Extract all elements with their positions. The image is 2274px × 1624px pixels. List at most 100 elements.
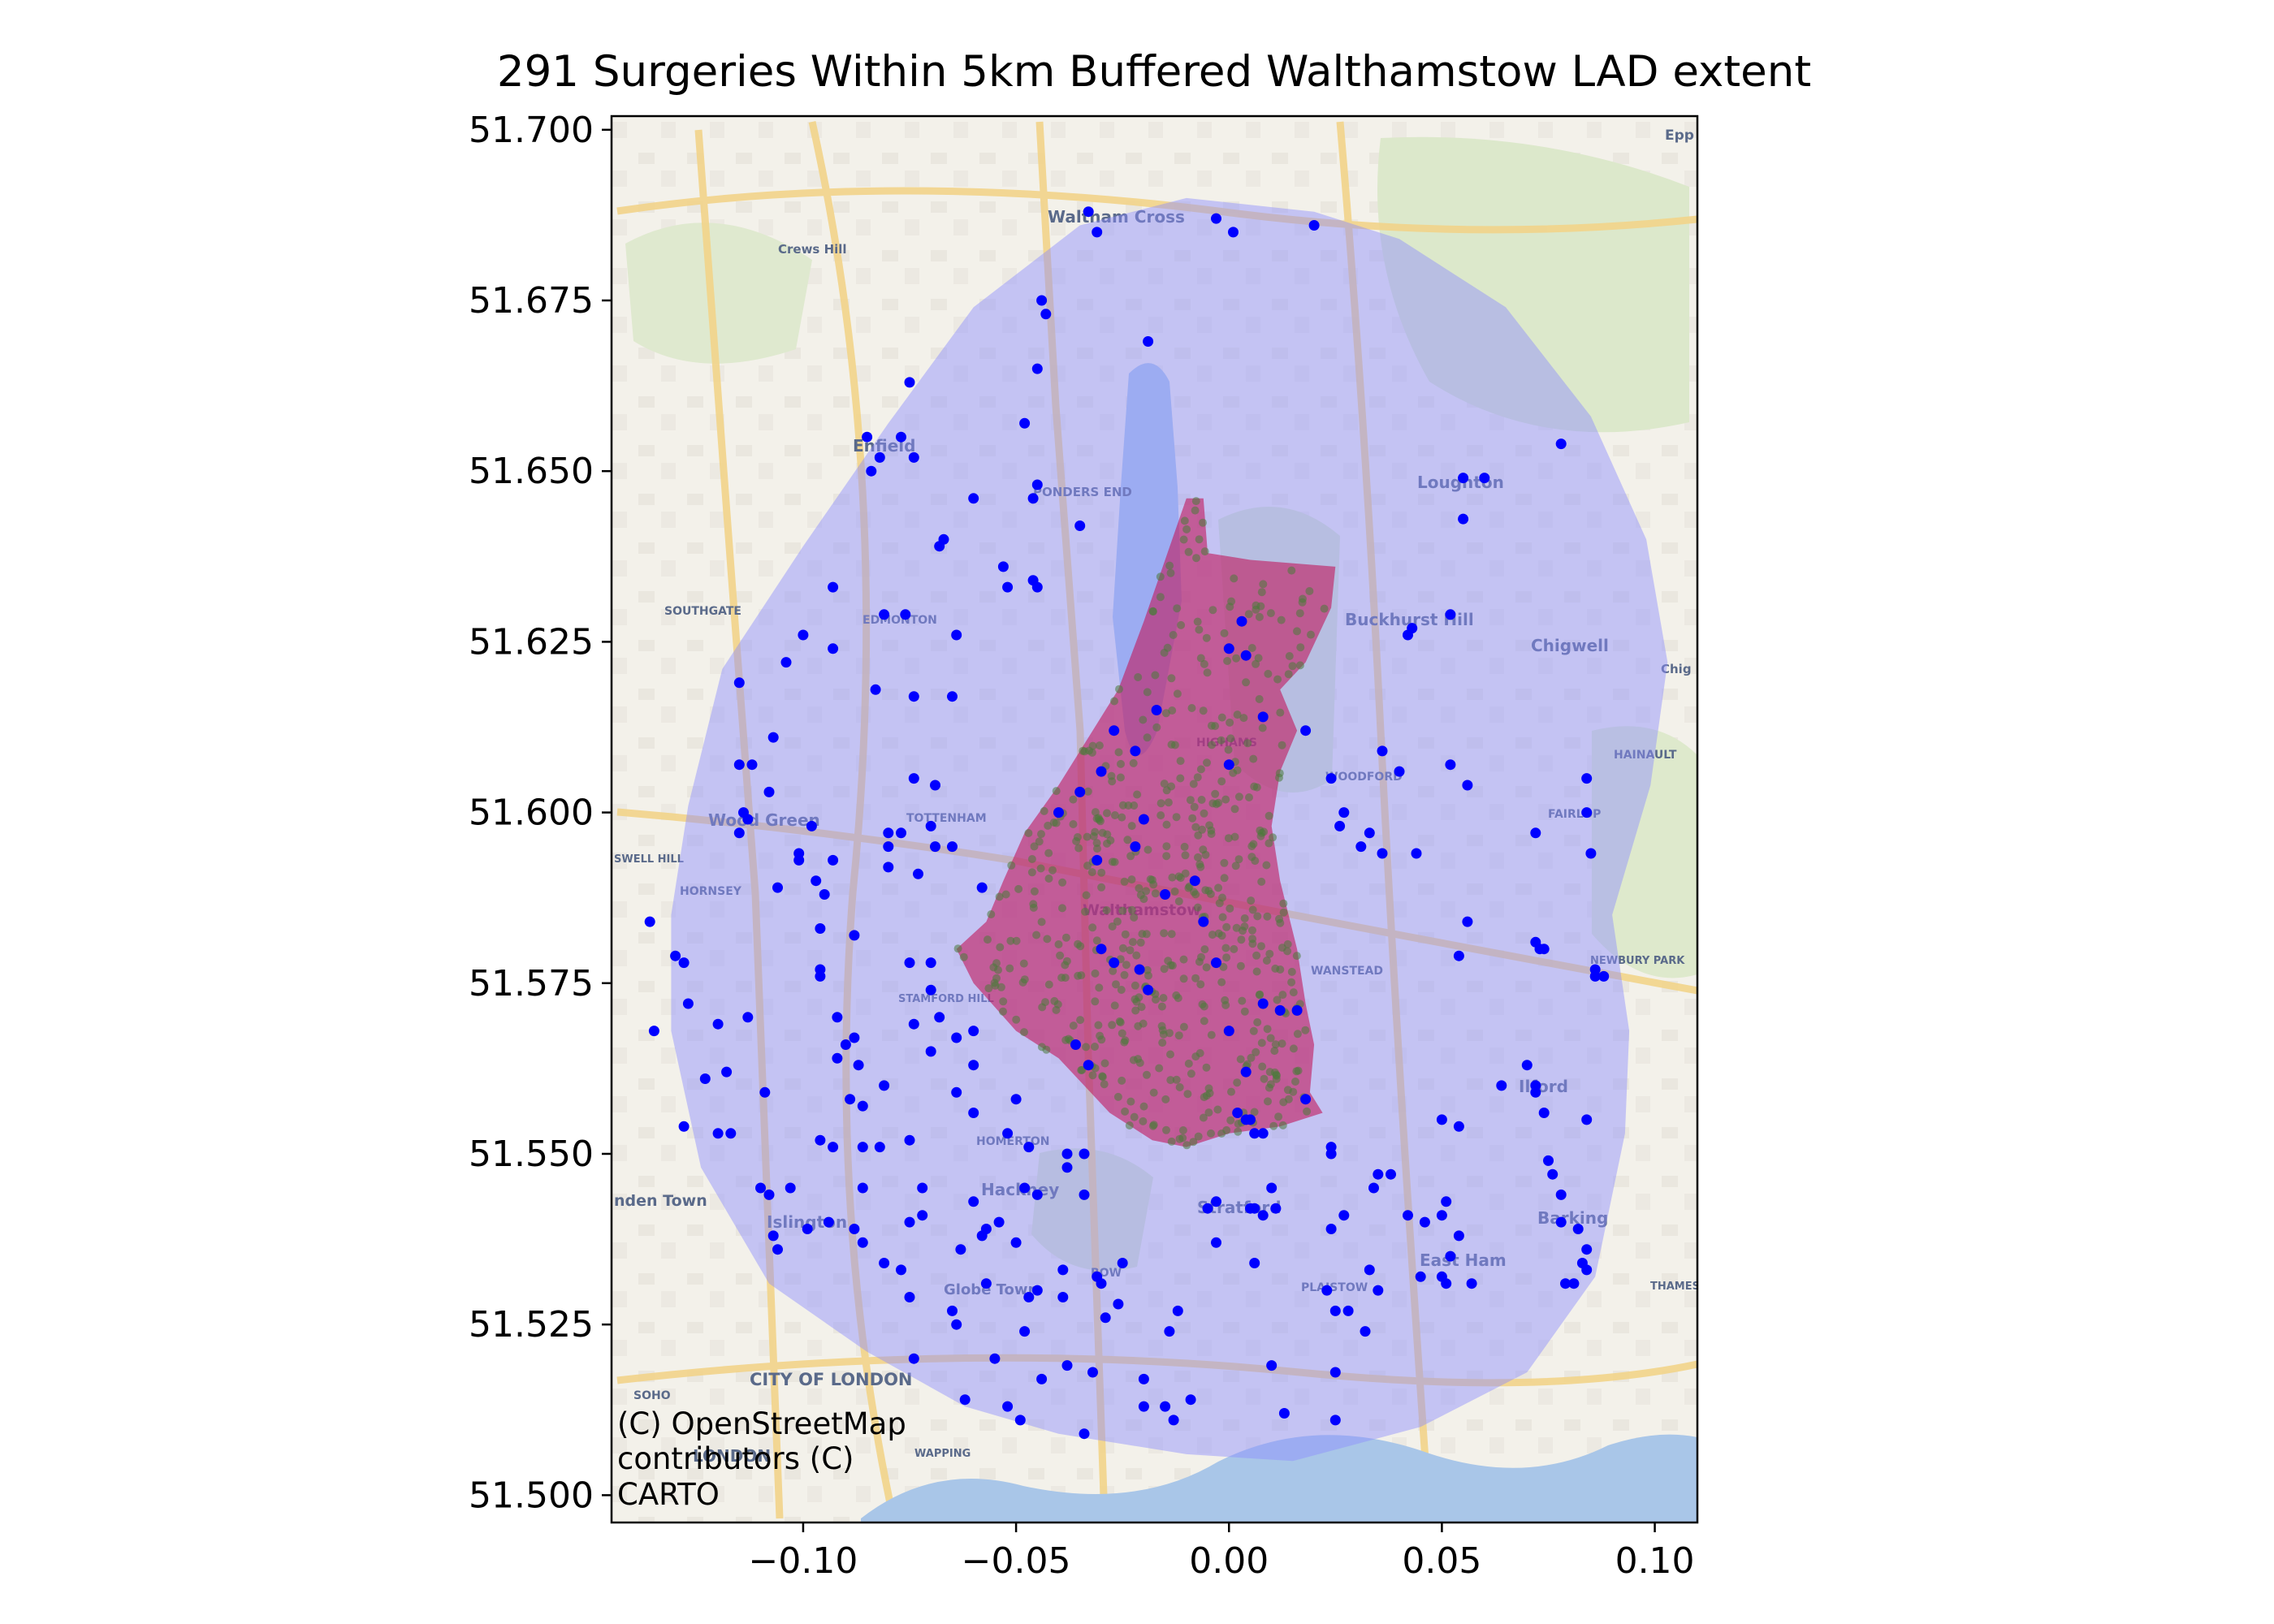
surgery-point: [1436, 1114, 1447, 1125]
lad-interior-point: [1218, 913, 1227, 922]
surgery-point: [767, 1230, 779, 1242]
surgery-point: [1061, 1360, 1073, 1371]
surgery-point: [1117, 1258, 1128, 1268]
lad-interior-point: [1020, 1028, 1028, 1037]
lad-interior-point: [990, 978, 999, 987]
lad-interior-point: [1058, 878, 1067, 887]
surgery-point: [904, 1216, 915, 1228]
lad-interior-point: [1151, 889, 1160, 898]
lad-interior-point: [1097, 883, 1106, 892]
lad-interior-point: [1278, 991, 1287, 1000]
lad-interior-point: [1164, 957, 1173, 965]
lad-interior-point: [1234, 1127, 1243, 1136]
surgery-point: [870, 684, 881, 695]
lad-interior-point: [1032, 931, 1041, 939]
lad-interior-point: [1252, 1047, 1260, 1056]
lad-interior-point: [1249, 754, 1258, 763]
attribution: (C) OpenStreetMap contributors (C) CARTO: [617, 1406, 906, 1512]
lad-interior-point: [1108, 857, 1117, 866]
lad-interior-point: [1247, 896, 1256, 905]
surgery-point: [1092, 227, 1103, 238]
surgery-point: [1338, 1210, 1350, 1221]
lad-interior-point: [1121, 930, 1130, 939]
surgery-point: [1143, 336, 1154, 347]
lad-interior-point: [1083, 787, 1092, 796]
lad-interior-point: [1217, 978, 1226, 987]
lad-interior-point: [1197, 952, 1205, 961]
lad-interior-point: [1258, 1062, 1267, 1071]
place-label: Barking: [1537, 1208, 1608, 1228]
lad-interior-point: [1120, 970, 1129, 979]
lad-interior-point: [1122, 961, 1131, 970]
lad-interior-point: [1178, 1126, 1187, 1134]
lad-interior-point: [1186, 796, 1195, 805]
lad-interior-point: [1276, 965, 1285, 974]
surgery-point: [1010, 1237, 1022, 1248]
surgery-point: [1530, 1086, 1541, 1098]
surgery-point: [1130, 841, 1141, 853]
lad-interior-point: [1195, 860, 1204, 869]
lad-interior-point: [1188, 814, 1197, 823]
lad-interior-point: [1148, 607, 1157, 616]
lad-interior-point: [1092, 814, 1101, 823]
surgery-point: [883, 827, 894, 839]
lad-interior-point: [1251, 857, 1260, 866]
surgery-point: [742, 1012, 754, 1023]
surgery-point: [866, 465, 877, 477]
surgery-point: [1458, 473, 1469, 484]
lad-interior-point: [1202, 633, 1211, 642]
surgery-point: [1325, 1224, 1337, 1234]
surgery-point: [1057, 1292, 1069, 1302]
surgery-point: [1010, 1094, 1022, 1105]
lad-interior-point: [1191, 823, 1200, 831]
surgery-point: [828, 854, 839, 866]
surgery-point: [1151, 705, 1162, 715]
lad-interior-point: [1131, 995, 1139, 1004]
lad-interior-point: [1083, 832, 1092, 841]
surgery-point: [913, 868, 923, 879]
place-label: THAMES VIEW: [1650, 1281, 1735, 1293]
surgery-point: [1236, 615, 1247, 627]
lad-interior-point: [1114, 748, 1123, 757]
surgery-point: [917, 1210, 928, 1221]
surgery-point: [1325, 1148, 1337, 1160]
lad-interior-point: [1200, 1093, 1208, 1102]
lad-interior-point: [1037, 918, 1046, 926]
lad-interior-point: [1196, 765, 1205, 774]
lad-interior-point: [959, 952, 968, 961]
surgery-point: [989, 1353, 1001, 1364]
lad-interior-point: [1040, 806, 1048, 815]
lad-interior-point: [1191, 974, 1200, 983]
lad-interior-point: [1200, 945, 1209, 954]
surgery-point: [968, 493, 979, 504]
lad-interior-point: [995, 892, 1004, 901]
surgery-point: [1160, 889, 1171, 900]
surgery-point: [874, 451, 885, 463]
surgery-point: [934, 1012, 945, 1023]
lad-interior-point: [1260, 827, 1269, 836]
surgery-point: [1002, 1401, 1014, 1412]
surgery-point: [802, 1224, 813, 1234]
place-label: Ilford: [1519, 1077, 1568, 1096]
lad-interior-point: [1092, 936, 1101, 945]
lad-interior-point: [1044, 849, 1053, 857]
lad-interior-point: [1199, 845, 1208, 854]
surgery-point: [1211, 957, 1221, 969]
lad-interior-point: [1020, 975, 1029, 984]
lad-interior-point: [1265, 839, 1273, 848]
y-tick-label: 51.500: [469, 1475, 594, 1516]
lad-interior-point: [984, 935, 992, 944]
lad-interior-point: [1174, 897, 1183, 905]
lad-interior-point: [1183, 1090, 1192, 1099]
surgery-point: [849, 930, 860, 941]
surgery-point: [1138, 814, 1149, 825]
y-tick-label: 51.575: [469, 963, 594, 1004]
lad-interior-point: [1273, 1071, 1281, 1080]
lad-interior-point: [1093, 844, 1101, 853]
surgery-point: [908, 773, 919, 784]
y-tick-label: 51.600: [469, 793, 594, 834]
surgery-point: [1083, 206, 1094, 218]
lad-interior-point: [1273, 675, 1282, 684]
lad-interior-point: [1255, 612, 1264, 621]
lad-interior-point: [1200, 659, 1208, 668]
